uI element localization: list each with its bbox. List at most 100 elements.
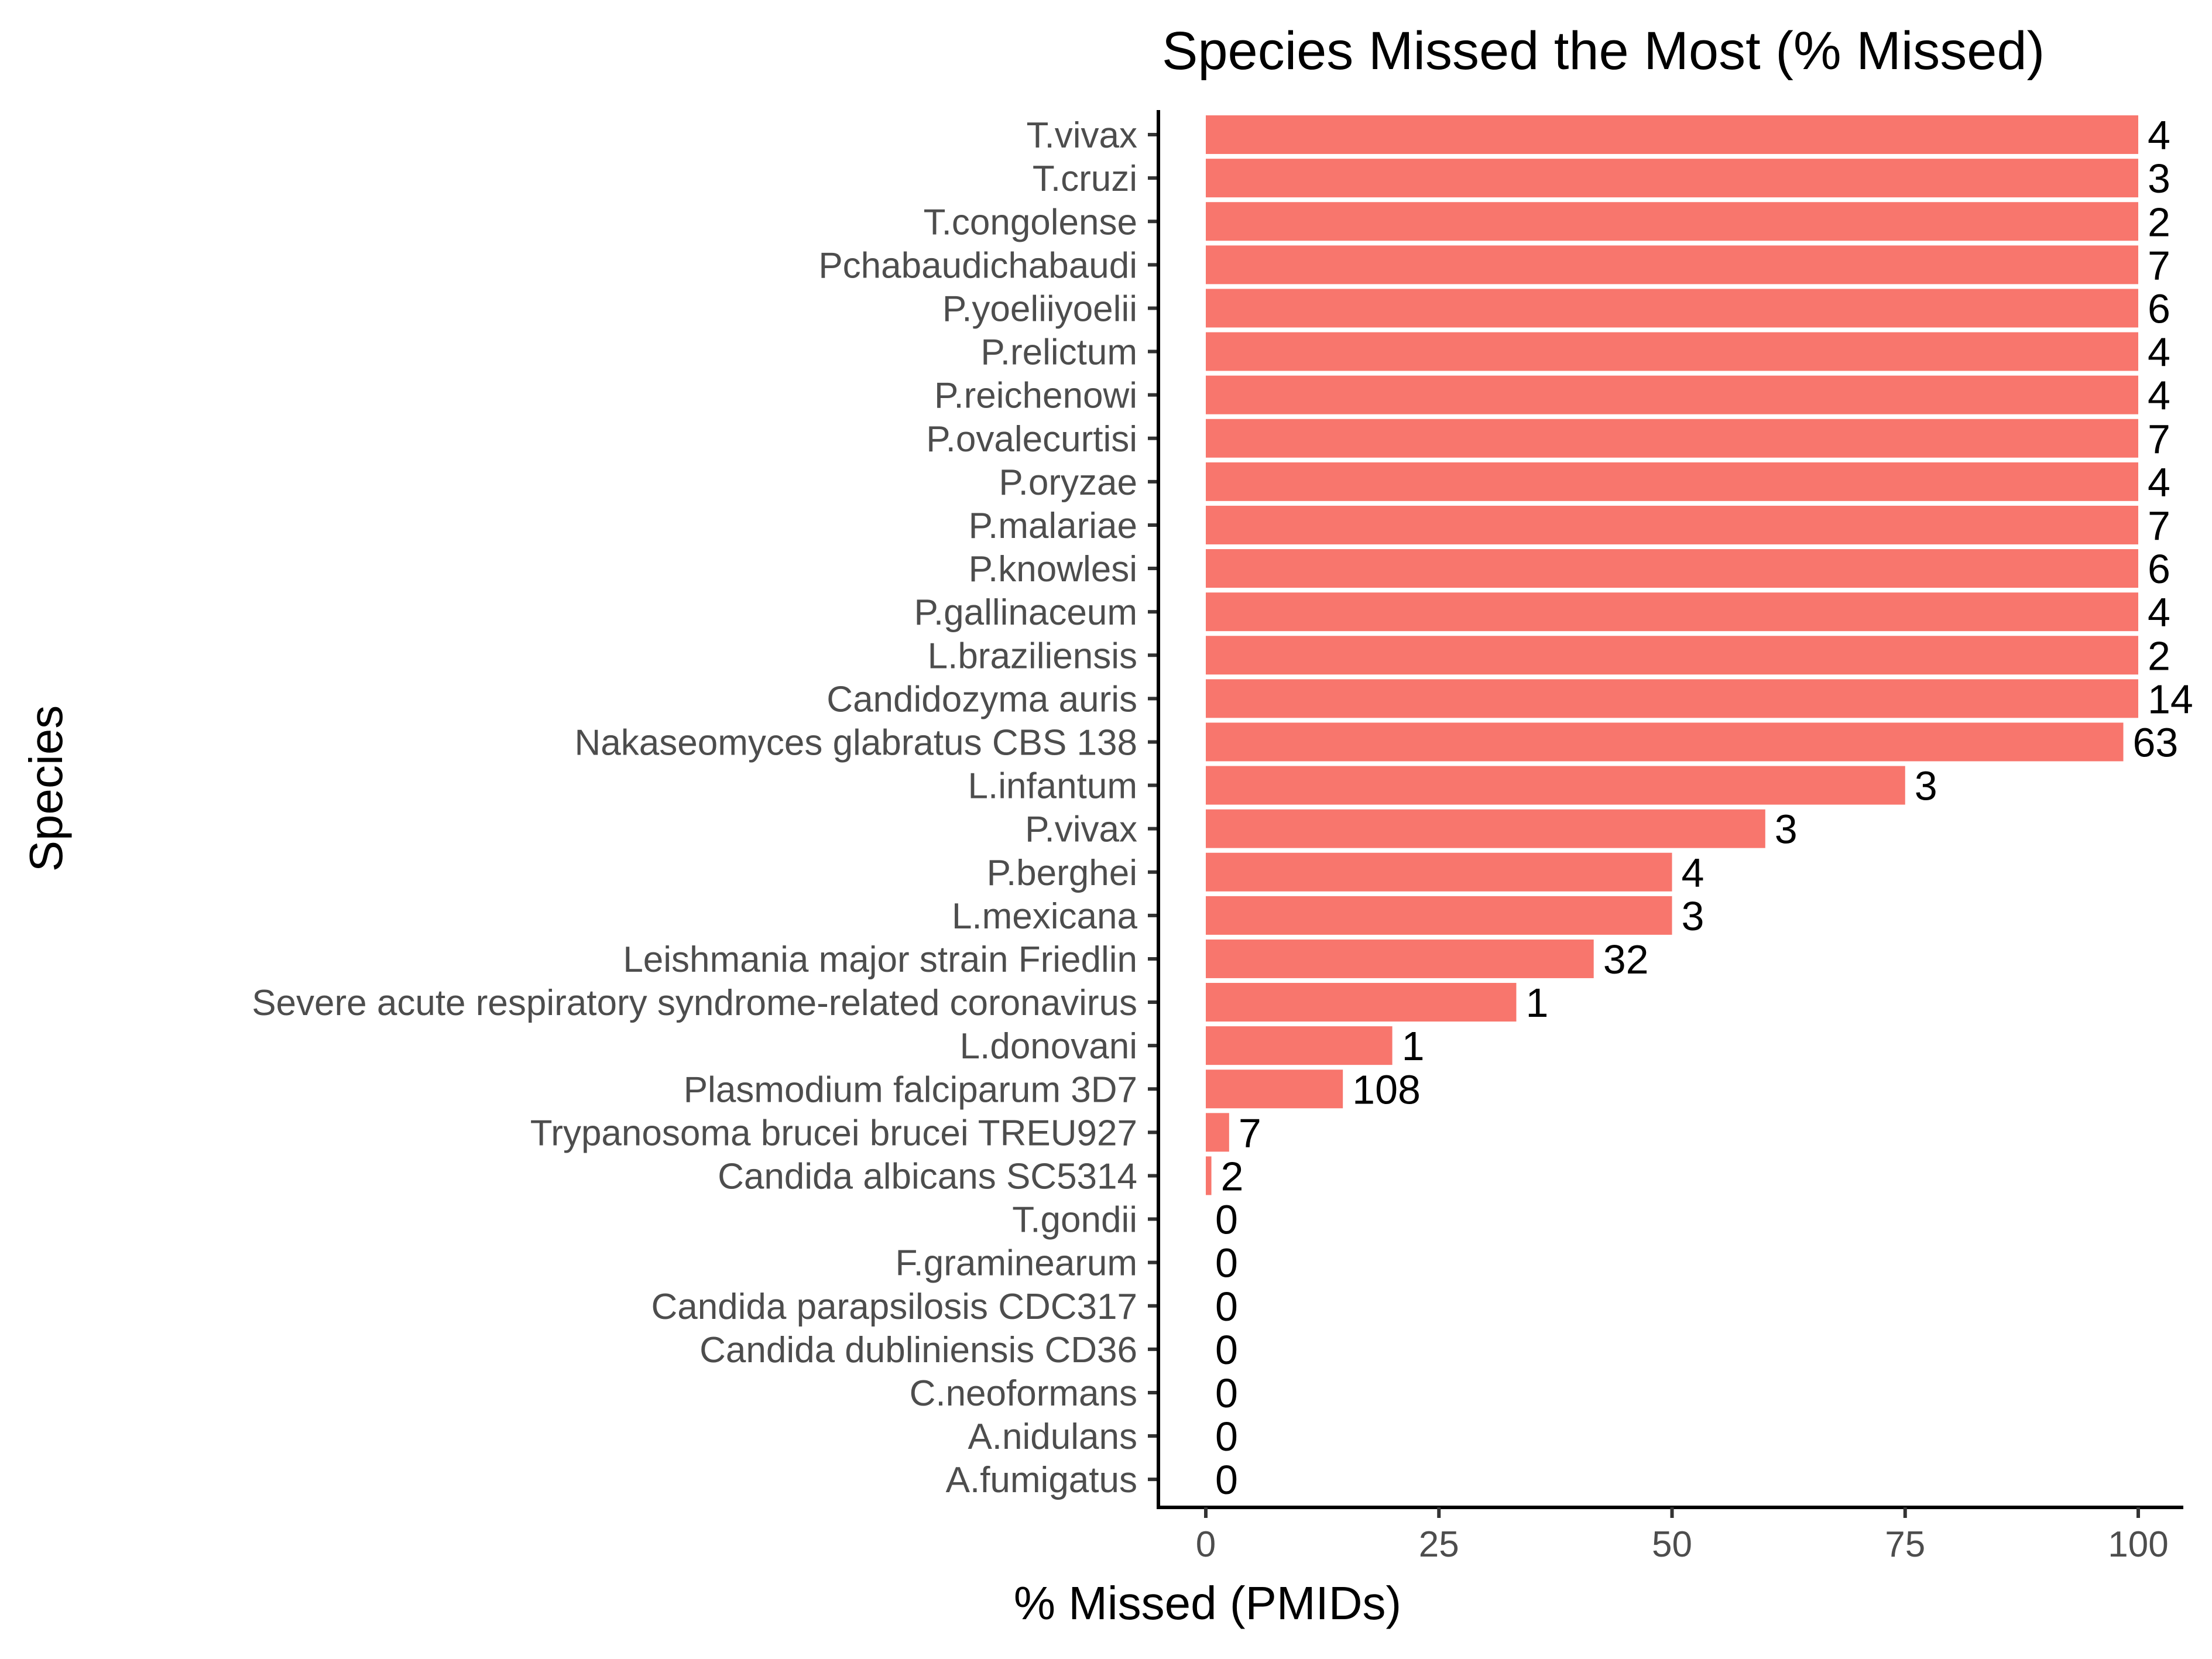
category-label: Leishmania major strain Friedlin (623, 940, 1137, 980)
bar (1206, 636, 2138, 675)
bar (1206, 159, 2138, 198)
bar-value-label: 7 (1239, 1110, 1261, 1156)
category-label: A.nidulans (968, 1417, 1137, 1457)
bar-value-label: 2 (2148, 199, 2170, 245)
category-label: P.gallinaceum (914, 592, 1137, 633)
bar (1206, 505, 2138, 544)
category-label: L.donovani (960, 1026, 1137, 1067)
x-tick-label: 25 (1419, 1524, 1459, 1565)
bar-value-label: 7 (2148, 242, 2170, 288)
category-label: T.vivax (1027, 115, 1137, 156)
category-label: P.knowlesi (969, 549, 1137, 589)
category-label: Severe acute respiratory syndrome-relate… (252, 983, 1137, 1023)
bar-value-label: 1 (1525, 980, 1548, 1026)
bar (1206, 332, 2138, 371)
category-label: P.yoeliiyoelii (942, 289, 1137, 329)
y-axis: T.vivaxT.cruziT.congolensePchabaudichaba… (252, 110, 1160, 1509)
bar (1206, 939, 1594, 978)
bar-value-label: 4 (2148, 112, 2170, 158)
category-label: P.vivax (1025, 810, 1137, 850)
bar-value-label: 4 (2148, 589, 2170, 635)
bar-value-label: 0 (1215, 1327, 1238, 1373)
category-label: Plasmodium falciparum 3D7 (684, 1070, 1137, 1110)
bar (1206, 462, 2138, 501)
bar (1206, 419, 2138, 458)
category-label: P.ovalecurtisi (926, 419, 1137, 460)
bar-value-label: 7 (2148, 503, 2170, 549)
bar (1206, 375, 2138, 414)
bar-value-label: 2 (1221, 1153, 1244, 1199)
category-label: A.fumigatus (946, 1460, 1137, 1500)
category-label: T.congolense (924, 202, 1137, 242)
bar-value-label: 4 (2148, 330, 2170, 375)
bar-value-label: 7 (2148, 416, 2170, 462)
category-label: F.graminearum (896, 1243, 1137, 1284)
y-axis-title: Species (20, 705, 72, 872)
bar-value-label: 3 (1915, 763, 1937, 809)
bar (1206, 245, 2138, 285)
bar (1206, 1070, 1343, 1109)
category-label: Nakaseomyces glabratus CBS 138 (575, 722, 1137, 763)
x-tick-label: 75 (1885, 1524, 1925, 1565)
bar-value-label: 32 (1603, 937, 1649, 982)
category-label: P.reichenowi (934, 376, 1137, 416)
bar (1206, 1113, 1229, 1152)
category-label: T.gondii (1012, 1200, 1137, 1240)
category-label: P.oryzae (999, 462, 1137, 503)
bar (1206, 679, 2138, 718)
bar-value-label: 0 (1215, 1457, 1238, 1503)
bar (1206, 1156, 1212, 1195)
x-tick-label: 0 (1196, 1524, 1216, 1565)
category-label: Pchabaudichabaudi (818, 245, 1137, 286)
x-axis: 0 25 50 75 100 (1157, 1506, 2183, 1565)
bar-value-label: 0 (1215, 1370, 1238, 1416)
bar-value-label: 6 (2148, 286, 2170, 331)
bar-value-label: 63 (2133, 719, 2179, 765)
bar (1206, 852, 1672, 892)
bar-value-label: 108 (1352, 1067, 1421, 1112)
chart-title: Species Missed the Most (% Missed) (1162, 21, 2045, 81)
category-label: P.relictum (980, 333, 1137, 373)
category-label: T.cruzi (1033, 159, 1137, 199)
bar (1206, 549, 2138, 588)
bar-value-label: 0 (1215, 1284, 1238, 1329)
bar (1206, 1026, 1393, 1065)
x-tick-label: 100 (2108, 1524, 2168, 1565)
category-label: Candida dubliniensis CD36 (699, 1330, 1137, 1370)
category-label: C.neoformans (910, 1373, 1137, 1414)
bar-value-label: 14 (2148, 676, 2193, 722)
bar-value-label: 4 (1682, 850, 1705, 896)
bar (1206, 115, 2138, 155)
category-label: P.berghei (987, 853, 1137, 893)
bar-value-label: 0 (1215, 1197, 1238, 1243)
bar-value-label: 1 (1402, 1023, 1425, 1069)
bar-value-label: 2 (2148, 633, 2170, 678)
bar (1206, 896, 1672, 935)
bar (1206, 809, 1765, 848)
bar-value-label: 0 (1215, 1240, 1238, 1286)
bar-value-label: 3 (1682, 893, 1705, 939)
category-label: Candida parapsilosis CDC317 (651, 1287, 1137, 1327)
category-label: Candida albicans SC5314 (718, 1156, 1137, 1197)
bar-value-label: 4 (2148, 460, 2170, 505)
bar (1206, 983, 1517, 1022)
bar (1206, 202, 2138, 241)
bar-value-label: 6 (2148, 546, 2170, 592)
bar-group (1206, 115, 2138, 1195)
category-label: P.malariae (969, 506, 1137, 546)
category-label: L.mexicana (952, 896, 1138, 937)
bar-value-label: 4 (2148, 373, 2170, 419)
bar (1206, 592, 2138, 632)
bar (1206, 289, 2138, 328)
x-tick-label: 50 (1652, 1524, 1692, 1565)
bar (1206, 766, 1905, 805)
bar-value-label: 3 (2148, 156, 2170, 201)
category-label: L.braziliensis (928, 636, 1137, 676)
bar-value-label: 3 (1775, 807, 1798, 852)
category-label: Trypanosoma brucei brucei TREU927 (530, 1113, 1137, 1153)
category-label: Candidozyma auris (827, 679, 1137, 719)
bar (1206, 722, 2124, 762)
x-axis-title: % Missed (PMIDs) (1014, 1577, 1401, 1629)
